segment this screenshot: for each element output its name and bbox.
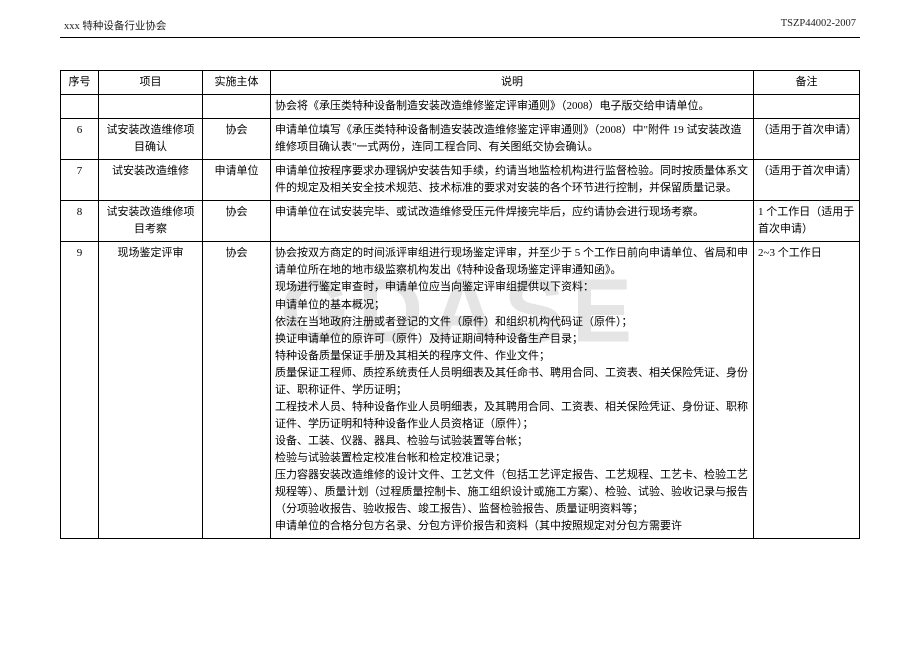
cell-desc: 申请单位填写《承压类特种设备制造安装改造维修鉴定评审通则》（2008）中"附件 …	[271, 119, 754, 160]
col-header-note: 备注	[754, 71, 860, 95]
table-header-row: 序号 项目 实施主体 说明 备注	[61, 71, 860, 95]
cell-seq	[61, 95, 99, 119]
cell-note: 1 个工作日（适用于首次申请）	[754, 201, 860, 242]
cell-subj: 申请单位	[203, 160, 271, 201]
cell-desc: 申请单位按程序要求办理锅炉安装告知手续，约请当地监检机构进行监督检验。同时按质量…	[271, 160, 754, 201]
procedure-table: 序号 项目 实施主体 说明 备注 协会将《承压类特种设备制造安装改造维修鉴定评审…	[60, 70, 860, 539]
cell-proj: 试安装改造维修项目确认	[99, 119, 203, 160]
cell-note	[754, 95, 860, 119]
cell-proj: 现场鉴定评审	[99, 242, 203, 539]
header-code: TSZP44002-2007	[781, 18, 856, 33]
col-header-desc: 说明	[271, 71, 754, 95]
table-row: 8试安装改造维修项目考察协会申请单位在试安装完毕、或试改造维修受压元件焊接完毕后…	[61, 201, 860, 242]
col-header-seq: 序号	[61, 71, 99, 95]
cell-seq: 9	[61, 242, 99, 539]
cell-note: 2~3 个工作日	[754, 242, 860, 539]
header-org: xxx 特种设备行业协会	[64, 18, 166, 33]
cell-subj: 协会	[203, 119, 271, 160]
cell-seq: 7	[61, 160, 99, 201]
table-row: 7试安装改造维修申请单位申请单位按程序要求办理锅炉安装告知手续，约请当地监检机构…	[61, 160, 860, 201]
page-header: xxx 特种设备行业协会 TSZP44002-2007	[60, 18, 860, 38]
table-row: 9现场鉴定评审协会协会按双方商定的时间派评审组进行现场鉴定评审，并至少于 5 个…	[61, 242, 860, 539]
cell-seq: 8	[61, 201, 99, 242]
cell-desc: 协会将《承压类特种设备制造安装改造维修鉴定评审通则》（2008）电子版交给申请单…	[271, 95, 754, 119]
cell-proj: 试安装改造维修	[99, 160, 203, 201]
table-body: 协会将《承压类特种设备制造安装改造维修鉴定评审通则》（2008）电子版交给申请单…	[61, 95, 860, 539]
cell-subj	[203, 95, 271, 119]
cell-subj: 协会	[203, 242, 271, 539]
cell-note: （适用于首次申请）	[754, 119, 860, 160]
cell-seq: 6	[61, 119, 99, 160]
col-header-subj: 实施主体	[203, 71, 271, 95]
table-row: 协会将《承压类特种设备制造安装改造维修鉴定评审通则》（2008）电子版交给申请单…	[61, 95, 860, 119]
table-row: 6试安装改造维修项目确认协会申请单位填写《承压类特种设备制造安装改造维修鉴定评审…	[61, 119, 860, 160]
cell-proj: 试安装改造维修项目考察	[99, 201, 203, 242]
cell-proj	[99, 95, 203, 119]
cell-note: （适用于首次申请）	[754, 160, 860, 201]
cell-desc: 申请单位在试安装完毕、或试改造维修受压元件焊接完毕后，应约请协会进行现场考察。	[271, 201, 754, 242]
col-header-proj: 项目	[99, 71, 203, 95]
cell-desc: 协会按双方商定的时间派评审组进行现场鉴定评审，并至少于 5 个工作日前向申请单位…	[271, 242, 754, 539]
cell-subj: 协会	[203, 201, 271, 242]
